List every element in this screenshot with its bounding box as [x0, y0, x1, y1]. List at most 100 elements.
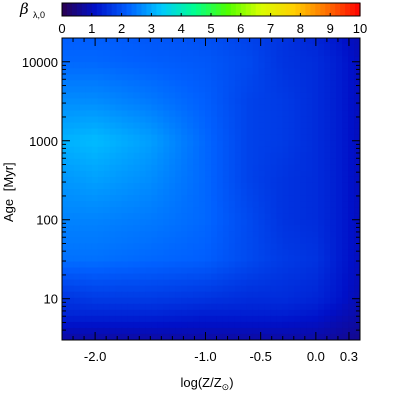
heatmap-cell: [211, 128, 218, 136]
heatmap-cell: [312, 279, 319, 287]
heatmap-cell: [205, 327, 212, 335]
heatmap-cell: [151, 243, 158, 250]
heatmap-cell: [103, 225, 111, 232]
heatmap-cell: [252, 243, 260, 250]
heatmap-cell: [91, 44, 99, 51]
heatmap-cell: [252, 267, 260, 275]
heatmap-cell: [79, 176, 87, 184]
heatmap-cell: [62, 255, 69, 262]
heatmap-cell: [133, 62, 140, 69]
heatmap-cell: [264, 38, 272, 45]
heatmap-cell: [115, 333, 123, 341]
heatmap-cell: [163, 170, 170, 178]
heatmap-cell: [240, 128, 248, 136]
heatmap-cell: [157, 86, 164, 93]
heatmap-cell: [252, 38, 260, 45]
heatmap-cell: [288, 86, 295, 93]
heatmap-cell: [121, 261, 129, 269]
heatmap-cell: [312, 176, 319, 184]
heatmap-cell: [330, 315, 337, 323]
heatmap-cell: [228, 164, 236, 172]
heatmap-cell: [222, 140, 230, 148]
heatmap-cell: [151, 128, 158, 136]
heatmap-cell: [97, 176, 105, 184]
heatmap-cell: [228, 195, 236, 202]
heatmap-cell: [169, 68, 176, 75]
heatmap-cell: [157, 152, 164, 160]
heatmap-cell: [199, 249, 206, 256]
heatmap-cell: [139, 249, 146, 256]
heatmap-cell: [115, 80, 123, 87]
heatmap-cell: [109, 291, 117, 299]
heatmap-cell: [300, 134, 307, 142]
heatmap-cell: [211, 243, 218, 250]
heatmap-cell: [175, 279, 182, 287]
heatmap-cell: [270, 176, 278, 184]
heatmap-cell: [234, 315, 242, 323]
heatmap-cell: [270, 98, 278, 105]
heatmap-cell: [193, 297, 200, 305]
heatmap-cell: [145, 68, 152, 75]
heatmap-cell: [300, 309, 307, 317]
heatmap-cell: [181, 62, 188, 69]
heatmap-cell: [246, 273, 254, 281]
heatmap-cell: [62, 158, 69, 166]
heatmap-cell: [234, 56, 242, 63]
heatmap-cell: [127, 189, 135, 196]
heatmap-cell: [169, 104, 176, 111]
heatmap-cell: [312, 110, 319, 118]
heatmap-cell: [127, 207, 135, 214]
heatmap-cell: [318, 261, 325, 269]
heatmap-cell: [318, 182, 325, 190]
heatmap-cell: [115, 98, 123, 105]
heatmap-cell: [354, 158, 361, 166]
heatmap-cell: [97, 261, 105, 269]
heatmap-cell: [294, 207, 301, 214]
heatmap-cell: [169, 303, 176, 311]
heatmap-cell: [216, 207, 224, 214]
heatmap-cell: [216, 303, 224, 311]
heatmap-cell: [175, 176, 182, 184]
heatmap-cell: [151, 195, 158, 202]
heatmap-cell: [133, 104, 140, 111]
heatmap-cell: [258, 128, 266, 136]
heatmap-cell: [103, 201, 111, 208]
colorbar-swatch: [245, 3, 252, 16]
heatmap-cell: [276, 74, 284, 81]
heatmap-cell: [288, 122, 295, 130]
heatmap-cell: [240, 182, 248, 190]
heatmap-cell: [276, 243, 284, 250]
heatmap-cell: [258, 110, 266, 118]
heatmap-cell: [222, 104, 230, 111]
heatmap-cell: [306, 249, 313, 256]
heatmap-cell: [187, 327, 194, 335]
heatmap-cell: [157, 189, 164, 196]
colorbar-tick-label: 7: [267, 21, 274, 36]
heatmap-cell: [252, 104, 260, 111]
heatmap-cell: [252, 237, 260, 244]
heatmap-cell: [264, 291, 272, 299]
heatmap-cell: [73, 267, 81, 275]
heatmap-cell: [175, 44, 182, 51]
heatmap-cell: [175, 170, 182, 178]
heatmap-cell: [62, 267, 69, 275]
heatmap-cell: [354, 243, 361, 250]
heatmap-cell: [300, 128, 307, 136]
heatmap-cell: [91, 231, 99, 238]
heatmap-cell: [288, 225, 295, 232]
heatmap-cell: [145, 176, 152, 184]
heatmap-cell: [276, 333, 284, 341]
heatmap-cell: [234, 327, 242, 335]
colorbar-swatch: [81, 3, 88, 16]
heatmap-cell: [348, 68, 355, 75]
heatmap-cell: [354, 213, 361, 220]
heatmap-cell: [211, 44, 218, 51]
heatmap-cell: [306, 140, 313, 148]
heatmap-cell: [103, 291, 111, 299]
heatmap-cell: [228, 116, 236, 124]
heatmap-cell: [282, 104, 289, 111]
colorbar-swatch: [131, 3, 138, 16]
heatmap-cell: [73, 38, 81, 45]
heatmap-cell: [252, 68, 260, 75]
heatmap-cell: [354, 68, 361, 75]
